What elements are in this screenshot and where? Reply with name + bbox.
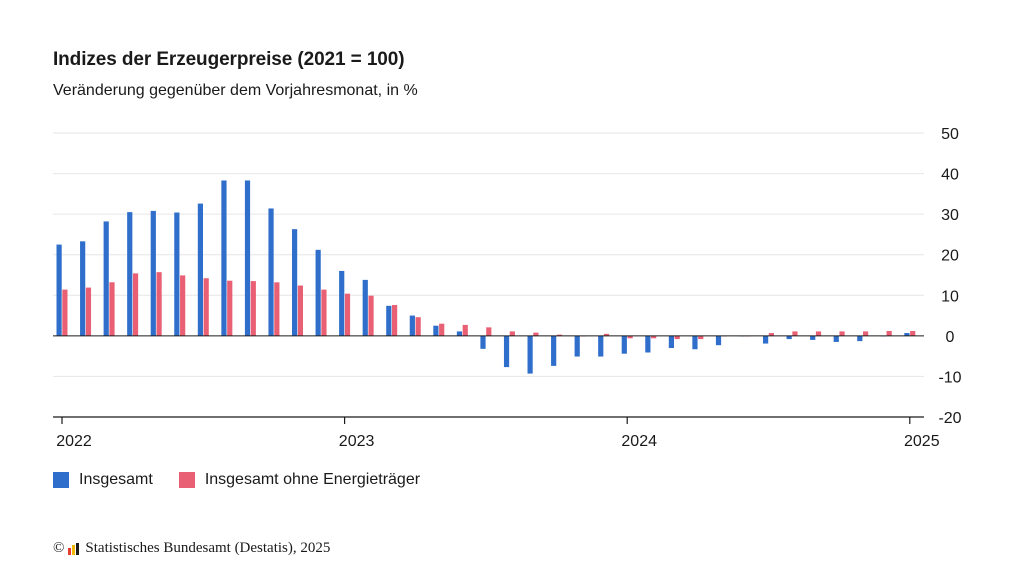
y-tick-label: 10 xyxy=(941,288,959,305)
bar-insgesamt xyxy=(103,221,109,336)
bar-insgesamt xyxy=(433,325,439,336)
bar-ohne-energietraeger xyxy=(109,282,115,336)
bar-insgesamt xyxy=(386,305,392,336)
bar-ohne-energietraeger xyxy=(674,335,680,340)
bar-ohne-energietraeger xyxy=(274,282,280,336)
bar-insgesamt xyxy=(833,335,839,342)
bar-ohne-energietraeger xyxy=(462,324,468,336)
bar-insgesamt xyxy=(339,270,345,336)
bar-insgesamt xyxy=(857,335,863,342)
bar-ohne-energietraeger xyxy=(62,289,68,336)
y-tick-label: 50 xyxy=(941,126,959,143)
bar-ohne-energietraeger xyxy=(839,331,845,336)
bar-ohne-energietraeger xyxy=(180,275,186,336)
y-tick-label: 20 xyxy=(941,248,959,265)
bar-ohne-energietraeger xyxy=(533,332,539,336)
bar-insgesamt xyxy=(150,210,156,336)
bar-ohne-energietraeger xyxy=(132,273,139,336)
bar-ohne-energietraeger xyxy=(344,293,351,336)
bar-ohne-energietraeger xyxy=(886,330,892,336)
bar-insgesamt xyxy=(197,203,203,336)
source-footer: © Statistisches Bundesamt (Destatis), 20… xyxy=(53,540,330,557)
bar-insgesamt xyxy=(503,335,510,368)
bar-insgesamt xyxy=(56,244,62,336)
source-text: Statistisches Bundesamt (Destatis), 2025 xyxy=(85,540,331,556)
bar-insgesamt xyxy=(810,335,816,340)
legend-item-insgesamt[interactable]: Insgesamt xyxy=(53,471,153,489)
legend-swatch-ohne-energietraeger xyxy=(178,472,195,488)
legend-label-ohne-energietraeger: Insgesamt ohne Energieträger xyxy=(204,471,421,488)
bar-chart: 50 40 30 20 10 0 -10 -20 2022 2023 2024 2025 xyxy=(53,126,962,450)
bar-insgesamt xyxy=(763,335,769,344)
bar-insgesamt xyxy=(551,335,557,366)
bar-ohne-energietraeger xyxy=(910,330,916,336)
bar-ohne-energietraeger xyxy=(415,317,421,336)
bar-ohne-energietraeger xyxy=(509,331,515,336)
y-tick-label: 30 xyxy=(941,207,959,224)
bar-ohne-energietraeger xyxy=(603,333,610,336)
bar-ohne-energietraeger xyxy=(792,331,798,336)
x-tick-label: 2025 xyxy=(904,433,940,450)
bar-insgesamt xyxy=(715,335,722,346)
chart-subtitle: Veränderung gegenüber dem Vorjahresmonat… xyxy=(53,82,418,99)
bar-insgesamt xyxy=(904,333,910,336)
bar-insgesamt xyxy=(221,180,227,336)
bar-ohne-energietraeger xyxy=(768,333,774,336)
bar-ohne-energietraeger xyxy=(651,335,657,339)
bar-ohne-energietraeger xyxy=(85,287,92,336)
y-tick-label: -10 xyxy=(938,369,961,386)
bar-insgesamt xyxy=(315,249,321,336)
bar-insgesamt xyxy=(692,335,698,350)
bar-ohne-energietraeger xyxy=(815,331,822,336)
bar-insgesamt xyxy=(362,279,368,336)
bar-ohne-energietraeger xyxy=(156,272,162,336)
bar-insgesamt xyxy=(668,335,674,349)
bar-ohne-energietraeger xyxy=(392,305,398,336)
bar-insgesamt xyxy=(244,180,251,336)
bar-ohne-energietraeger xyxy=(227,280,233,336)
bar-ohne-energietraeger xyxy=(439,323,445,336)
bar-insgesamt xyxy=(621,335,627,354)
bar-insgesamt xyxy=(645,335,651,353)
bar-insgesamt xyxy=(127,212,133,336)
chart-title: Indizes der Erzeugerpreise (2021 = 100) xyxy=(53,49,405,70)
destatis-logo-icon xyxy=(68,542,80,555)
bar-insgesamt xyxy=(598,335,604,357)
bar-ohne-energietraeger xyxy=(627,335,633,339)
x-tick-label: 2022 xyxy=(56,433,92,450)
legend-label-insgesamt: Insgesamt xyxy=(79,471,153,488)
bar-ohne-energietraeger xyxy=(486,327,492,336)
bar-insgesamt xyxy=(409,315,415,336)
copyright-symbol: © xyxy=(53,540,65,556)
bar-ohne-energietraeger xyxy=(297,285,303,336)
bar-insgesamt xyxy=(292,229,298,336)
y-tick-label: 40 xyxy=(941,167,959,184)
x-tick-label: 2024 xyxy=(621,433,657,450)
bar-insgesamt xyxy=(786,335,792,340)
y-tick-label: 0 xyxy=(946,329,955,346)
legend-item-ohne-energietraeger[interactable]: Insgesamt ohne Energieträger xyxy=(178,471,421,489)
bar-ohne-energietraeger xyxy=(556,334,563,336)
bar-insgesamt xyxy=(174,212,180,336)
bar-insgesamt xyxy=(480,335,486,349)
bar-ohne-energietraeger xyxy=(321,289,327,336)
bar-insgesamt xyxy=(456,331,463,336)
bar-ohne-energietraeger xyxy=(250,281,256,336)
y-tick-label: -20 xyxy=(938,410,961,427)
bar-ohne-energietraeger xyxy=(368,295,374,336)
bar-insgesamt xyxy=(574,335,580,357)
bar-insgesamt xyxy=(80,241,86,336)
chart-legend: Insgesamt Insgesamt ohne Energieträger xyxy=(53,471,420,489)
legend-swatch-insgesamt xyxy=(53,472,69,488)
bar-ohne-energietraeger xyxy=(203,278,209,336)
x-tick-label: 2023 xyxy=(339,433,375,450)
bar-ohne-energietraeger xyxy=(698,335,704,340)
bar-ohne-energietraeger xyxy=(863,331,869,336)
bar-insgesamt xyxy=(527,335,533,374)
bar-insgesamt xyxy=(268,208,274,336)
